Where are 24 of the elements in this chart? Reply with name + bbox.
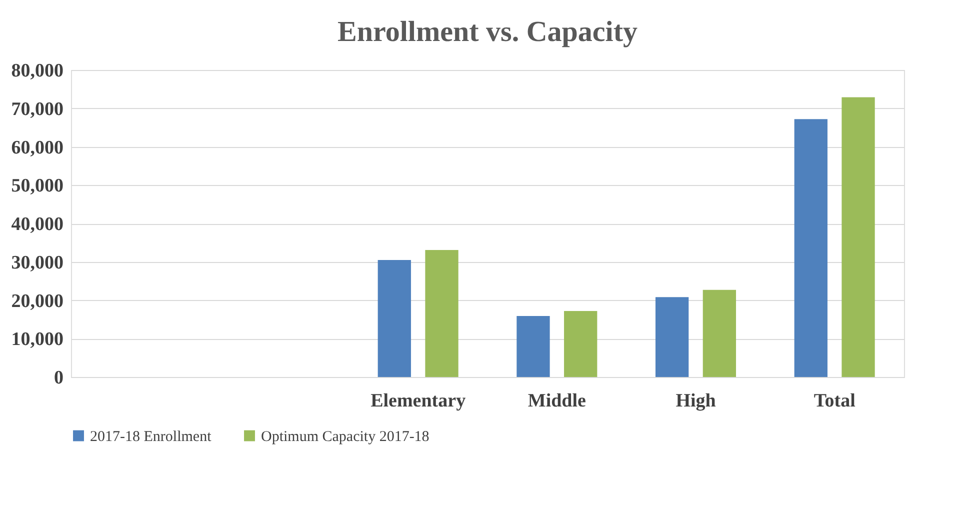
chart-title: Enrollment vs. Capacity <box>338 16 638 48</box>
y-tick-label: 50,000 <box>11 176 64 197</box>
x-tick-label: Elementary <box>370 390 466 412</box>
bar <box>702 290 736 377</box>
x-tick-label: Middle <box>528 390 586 412</box>
y-tick-label: 0 <box>54 368 64 388</box>
y-tick-label: 80,000 <box>11 60 64 82</box>
legend-label: 2017-18 Enrollment <box>90 428 212 445</box>
bar <box>655 297 689 377</box>
x-tick-label: Total <box>814 390 856 412</box>
y-tick-label: 20,000 <box>11 290 64 312</box>
bar <box>516 316 550 377</box>
bar <box>425 250 458 377</box>
y-tick-label: 30,000 <box>11 252 64 274</box>
y-tick-label: 60,000 <box>11 137 64 158</box>
y-tick-label: 40,000 <box>11 214 64 235</box>
y-tick-label: 70,000 <box>11 98 64 120</box>
y-tick-label: 10,000 <box>11 329 64 350</box>
x-tick-label: High <box>676 390 716 412</box>
bar <box>842 97 875 377</box>
bar <box>794 119 828 377</box>
bar <box>378 260 411 377</box>
bar <box>564 310 598 377</box>
legend-label: Optimum Capacity 2017-18 <box>261 428 430 445</box>
